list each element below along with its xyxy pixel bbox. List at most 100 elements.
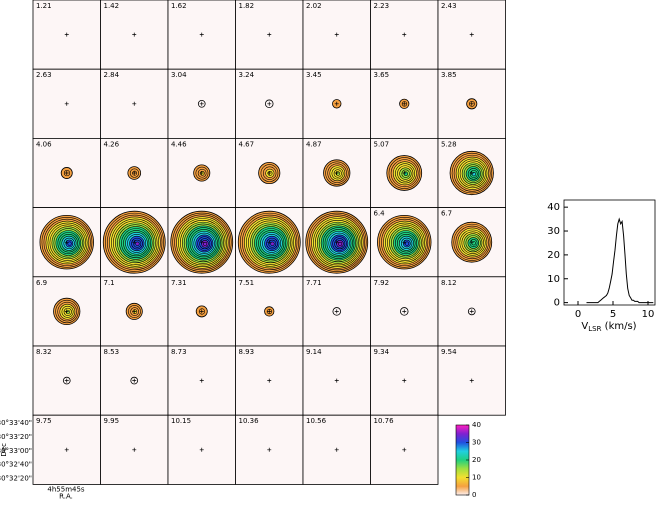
center-cross <box>132 447 137 452</box>
y-tick-label: 30°32'40" <box>0 461 32 469</box>
emission-blob <box>264 99 274 109</box>
center-cross <box>64 447 69 452</box>
emission-blob <box>467 307 476 316</box>
center-cross <box>199 309 204 314</box>
channel-label: 6.4 <box>374 210 386 218</box>
spectrum-line <box>586 217 654 304</box>
x-tick-label: 0 <box>575 309 581 320</box>
colorbar-tick-label: 40 <box>472 421 481 429</box>
channel-label: 8.32 <box>36 348 52 356</box>
channel-label: 10.56 <box>306 417 327 425</box>
x-tick-label: 10 <box>642 309 655 320</box>
center-cross <box>402 309 407 314</box>
channel-label: 1.21 <box>36 2 52 10</box>
center-cross <box>132 171 137 175</box>
contour <box>203 241 208 246</box>
emission-blob <box>197 99 206 108</box>
center-cross <box>402 32 407 37</box>
contour <box>67 241 72 246</box>
center-cross <box>267 171 272 175</box>
channel-label: 8.93 <box>239 348 255 356</box>
channel-label: 5.28 <box>441 140 457 148</box>
center-cross <box>132 378 137 383</box>
channel-label: 10.76 <box>374 417 395 425</box>
emission-blob <box>62 376 71 385</box>
y-tick-label: 30°33'00" <box>0 447 32 455</box>
channel-label: 9.34 <box>374 348 390 356</box>
channel-label: 6.9 <box>36 279 47 287</box>
x-label-sub: LSR <box>588 325 601 333</box>
emission-blob <box>332 307 341 316</box>
x-tick-label: 5 <box>610 309 616 320</box>
center-cross <box>64 240 69 245</box>
center-cross <box>402 171 407 175</box>
center-cross <box>132 309 137 314</box>
center-cross <box>469 309 474 314</box>
center-cross <box>334 309 339 314</box>
contour <box>270 241 275 246</box>
channel-label: 3.65 <box>374 71 390 79</box>
y-tick-label: 40 <box>547 202 560 213</box>
plot-frame <box>563 199 656 306</box>
center-cross <box>267 101 272 106</box>
emission-blob <box>399 307 409 316</box>
x-axis-label: VLSR (km/s) <box>581 321 636 333</box>
center-cross <box>199 447 204 452</box>
channel-label: 9.95 <box>104 417 120 425</box>
center-cross <box>402 240 407 245</box>
center-cross <box>402 378 407 383</box>
colorbar-tick-label: 10 <box>472 474 481 482</box>
center-cross <box>199 171 204 175</box>
channel-label: 1.42 <box>104 2 120 10</box>
center-cross <box>469 171 474 175</box>
channel-label: 3.04 <box>171 71 187 79</box>
channel-label: 8.12 <box>441 279 457 287</box>
channel-label: 4.67 <box>239 140 255 148</box>
center-cross <box>334 32 339 37</box>
channel-label: 2.43 <box>441 2 457 10</box>
channel-label: 2.63 <box>36 71 52 79</box>
colorbar-tick-label: 0 <box>472 491 476 499</box>
center-cross <box>469 240 474 245</box>
contour <box>135 241 140 246</box>
y-tick-label: 30°33'20" <box>0 433 32 441</box>
channel-label: 1.82 <box>239 2 255 10</box>
x-tick-label: 4h55m45s <box>47 485 85 493</box>
center-cross <box>199 32 204 37</box>
channel-label: 2.02 <box>306 2 322 10</box>
emission-blob <box>130 376 139 385</box>
center-cross <box>334 171 339 175</box>
channel-label: 8.73 <box>171 348 187 356</box>
center-cross <box>334 101 339 106</box>
channel-maps: 1.21 1.42 1.62 1.82 2.02 2.23 2.43 2.63 2.84 3.04… <box>0 0 506 500</box>
channel-label: 2.23 <box>374 2 390 10</box>
center-cross <box>469 378 474 383</box>
channel-label: 8.53 <box>104 348 120 356</box>
channel-label: 6.7 <box>441 210 452 218</box>
channel-label: 9.75 <box>36 417 52 425</box>
channel-label: 5.07 <box>374 140 390 148</box>
center-cross <box>199 240 204 245</box>
channel-label: 9.14 <box>306 348 322 356</box>
center-cross <box>132 32 137 37</box>
channel-label: 1.62 <box>171 2 187 10</box>
channel-label: 10.15 <box>171 417 191 425</box>
center-cross <box>469 101 474 106</box>
contour <box>338 241 343 246</box>
channel-label: 7.71 <box>306 279 322 287</box>
channel-label: 3.45 <box>306 71 322 79</box>
center-cross <box>64 32 69 37</box>
x-axis-label: R.A. <box>59 492 73 500</box>
contour <box>404 241 410 246</box>
center-cross <box>132 240 137 245</box>
channel-label: 2.84 <box>104 71 120 79</box>
channel-label: 7.31 <box>171 279 187 287</box>
center-cross <box>334 240 339 245</box>
channel-label: 4.46 <box>171 140 187 148</box>
y-axis-label: Dec <box>0 443 8 457</box>
y-tick-label: 10 <box>547 274 560 285</box>
colorbar-tick-label: 20 <box>472 456 481 464</box>
y-tick-label: 30 <box>547 226 560 237</box>
channel-label: 9.54 <box>441 348 457 356</box>
